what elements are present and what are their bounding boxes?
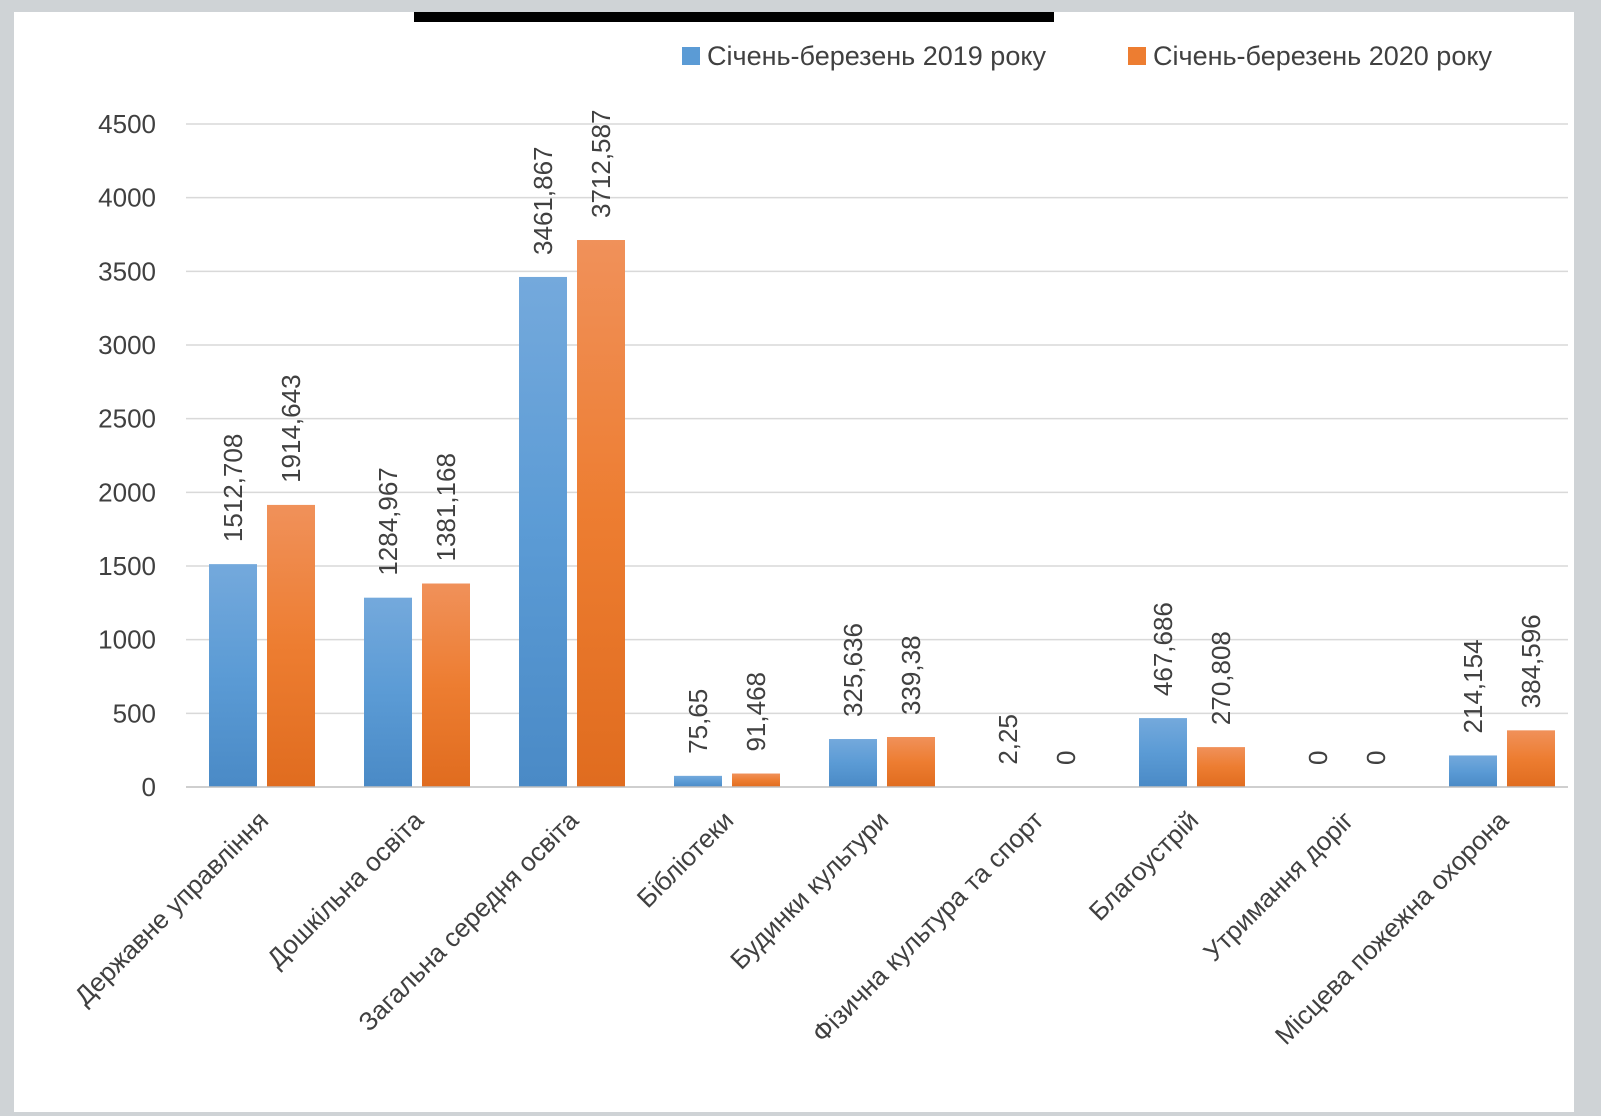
data-label: 1381,168 bbox=[431, 453, 461, 561]
bar-2020 bbox=[422, 583, 470, 787]
bar-2020 bbox=[577, 240, 625, 787]
legend-label: Січень-березень 2019 року bbox=[707, 41, 1046, 71]
bar-2020 bbox=[887, 736, 935, 787]
data-label: 325,636 bbox=[838, 623, 868, 717]
data-label: 75,65 bbox=[683, 689, 713, 754]
y-tick-label: 4000 bbox=[98, 183, 156, 213]
legend-swatch bbox=[1128, 47, 1146, 65]
bar-2019 bbox=[674, 775, 722, 787]
legend-swatch bbox=[682, 47, 700, 65]
data-label: 3712,587 bbox=[586, 110, 616, 218]
bar-2020 bbox=[1197, 747, 1245, 787]
data-label: 270,808 bbox=[1206, 631, 1236, 725]
bar-2020 bbox=[732, 773, 780, 787]
y-tick-label: 4500 bbox=[98, 109, 156, 139]
y-tick-label: 3500 bbox=[98, 256, 156, 286]
x-tick-label: Дошкільна освіта bbox=[261, 805, 430, 974]
y-tick-label: 500 bbox=[113, 698, 156, 728]
data-label: 2,25 bbox=[993, 714, 1023, 765]
x-tick-label: Благоустрій bbox=[1083, 805, 1205, 927]
data-label: 91,468 bbox=[741, 672, 771, 752]
bar-2019 bbox=[1139, 718, 1187, 787]
data-label: 339,38 bbox=[896, 635, 926, 715]
title-underline bbox=[414, 12, 1054, 22]
x-tick-label: Утримання доріг bbox=[1197, 805, 1359, 967]
y-tick-label: 3000 bbox=[98, 330, 156, 360]
data-label: 1512,708 bbox=[218, 434, 248, 542]
data-label: 1914,643 bbox=[276, 374, 306, 482]
legend: Січень-березень 2019 року Січень-березень… bbox=[682, 41, 1492, 71]
x-tick-label: Будинки культури bbox=[724, 805, 894, 975]
y-tick-label: 0 bbox=[142, 772, 156, 802]
bar-2019 bbox=[829, 739, 877, 787]
bar-2020 bbox=[1507, 730, 1555, 787]
y-tick-label: 2000 bbox=[98, 477, 156, 507]
data-label: 214,154 bbox=[1458, 639, 1488, 733]
y-tick-label: 1000 bbox=[98, 625, 156, 655]
data-label: 1284,967 bbox=[373, 467, 403, 575]
x-tick-label: Державне управління bbox=[68, 805, 274, 1011]
y-tick-label: 1500 bbox=[98, 551, 156, 581]
data-label: 384,596 bbox=[1516, 614, 1546, 708]
x-tick-label: Бібліотеки bbox=[631, 805, 739, 913]
bar-2019 bbox=[1449, 755, 1497, 787]
bar-2019 bbox=[364, 597, 412, 787]
data-label: 0 bbox=[1051, 751, 1081, 765]
bar-2020 bbox=[267, 504, 315, 787]
bar-2019 bbox=[519, 276, 567, 787]
data-label: 467,686 bbox=[1148, 602, 1178, 696]
bar-2019 bbox=[209, 564, 257, 787]
legend-label: Січень-березень 2020 року bbox=[1153, 41, 1492, 71]
data-label: 0 bbox=[1303, 751, 1333, 765]
y-tick-label: 2500 bbox=[98, 404, 156, 434]
data-label: 3461,867 bbox=[528, 146, 558, 254]
data-label: 0 bbox=[1361, 751, 1391, 765]
